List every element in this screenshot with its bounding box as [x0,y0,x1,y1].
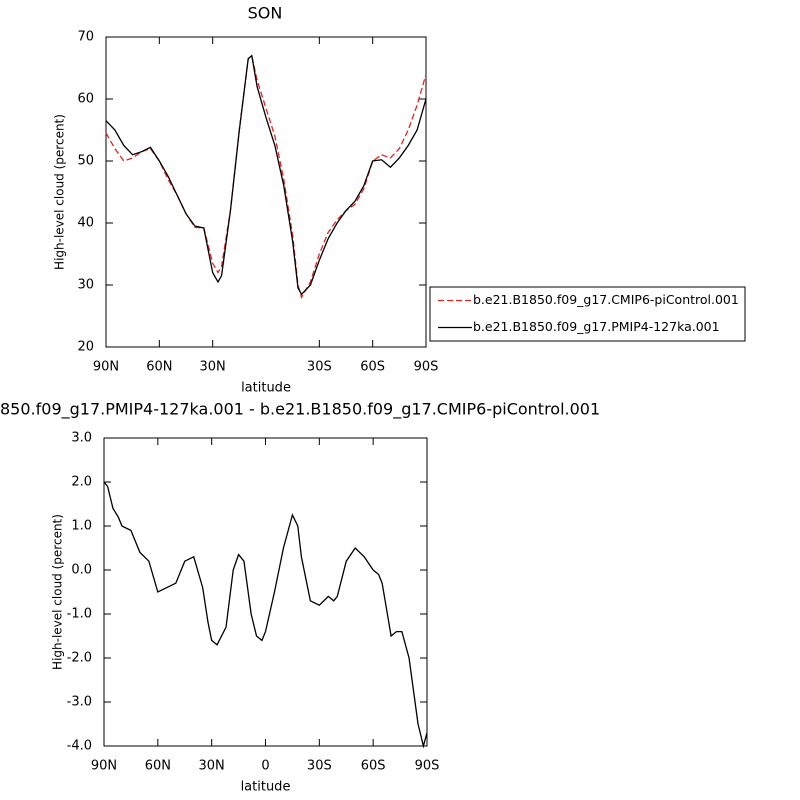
y-tick-label: 20 [77,340,94,355]
y-tick-label: 1.0 [71,519,92,534]
chart-title: 850.f09_g17.PMIP4-127ka.001 - b.e21.B185… [0,400,600,420]
y-tick-label: 60 [77,92,94,107]
y-tick-label: 30 [77,278,94,293]
y-tick-label: -2.0 [67,651,92,666]
y-tick-label: 40 [77,216,94,231]
y-tick-label: -3.0 [67,695,92,710]
y-tick-label: -4.0 [67,739,92,754]
x-tick-label: 30S [307,759,332,774]
x-tick-label: 30N [199,759,225,774]
x-axis-label: latitude [241,381,291,396]
x-tick-label: 60N [146,360,172,375]
legend-label: b.e21.B1850.f09_g17.PMIP4-127ka.001 [473,319,720,334]
x-tick-label: 60S [361,759,386,774]
y-tick-label: 70 [77,30,94,45]
x-tick-label: 30S [307,360,332,375]
x-tick-label: 60S [360,360,385,375]
y-axis-label: High-level cloud (percent) [51,514,65,670]
y-tick-label: 0.0 [71,563,92,578]
y-axis-label: High-level cloud (percent) [53,114,67,270]
x-tick-label: 90S [414,360,439,375]
x-axis-label: latitude [241,780,291,795]
y-tick-label: -1.0 [67,607,92,622]
x-tick-label: 60N [145,759,171,774]
data-line [103,481,428,749]
data-line [105,54,427,296]
y-tick-label: 3.0 [71,431,92,446]
chart-title: SON [248,4,283,23]
x-tick-label: 0 [261,759,269,774]
x-tick-label: 90N [91,759,117,774]
y-tick-label: 2.0 [71,475,92,490]
plot-frame [103,437,428,747]
plot-frame [105,36,427,348]
x-tick-label: 90N [93,360,119,375]
x-tick-label: 90S [415,759,440,774]
data-line [105,54,427,300]
y-tick-label: 50 [77,154,94,169]
legend-label: b.e21.B1850.f09_g17.CMIP6-piControl.001 [473,292,739,307]
x-tick-label: 30N [200,360,226,375]
legend-box [429,286,746,342]
